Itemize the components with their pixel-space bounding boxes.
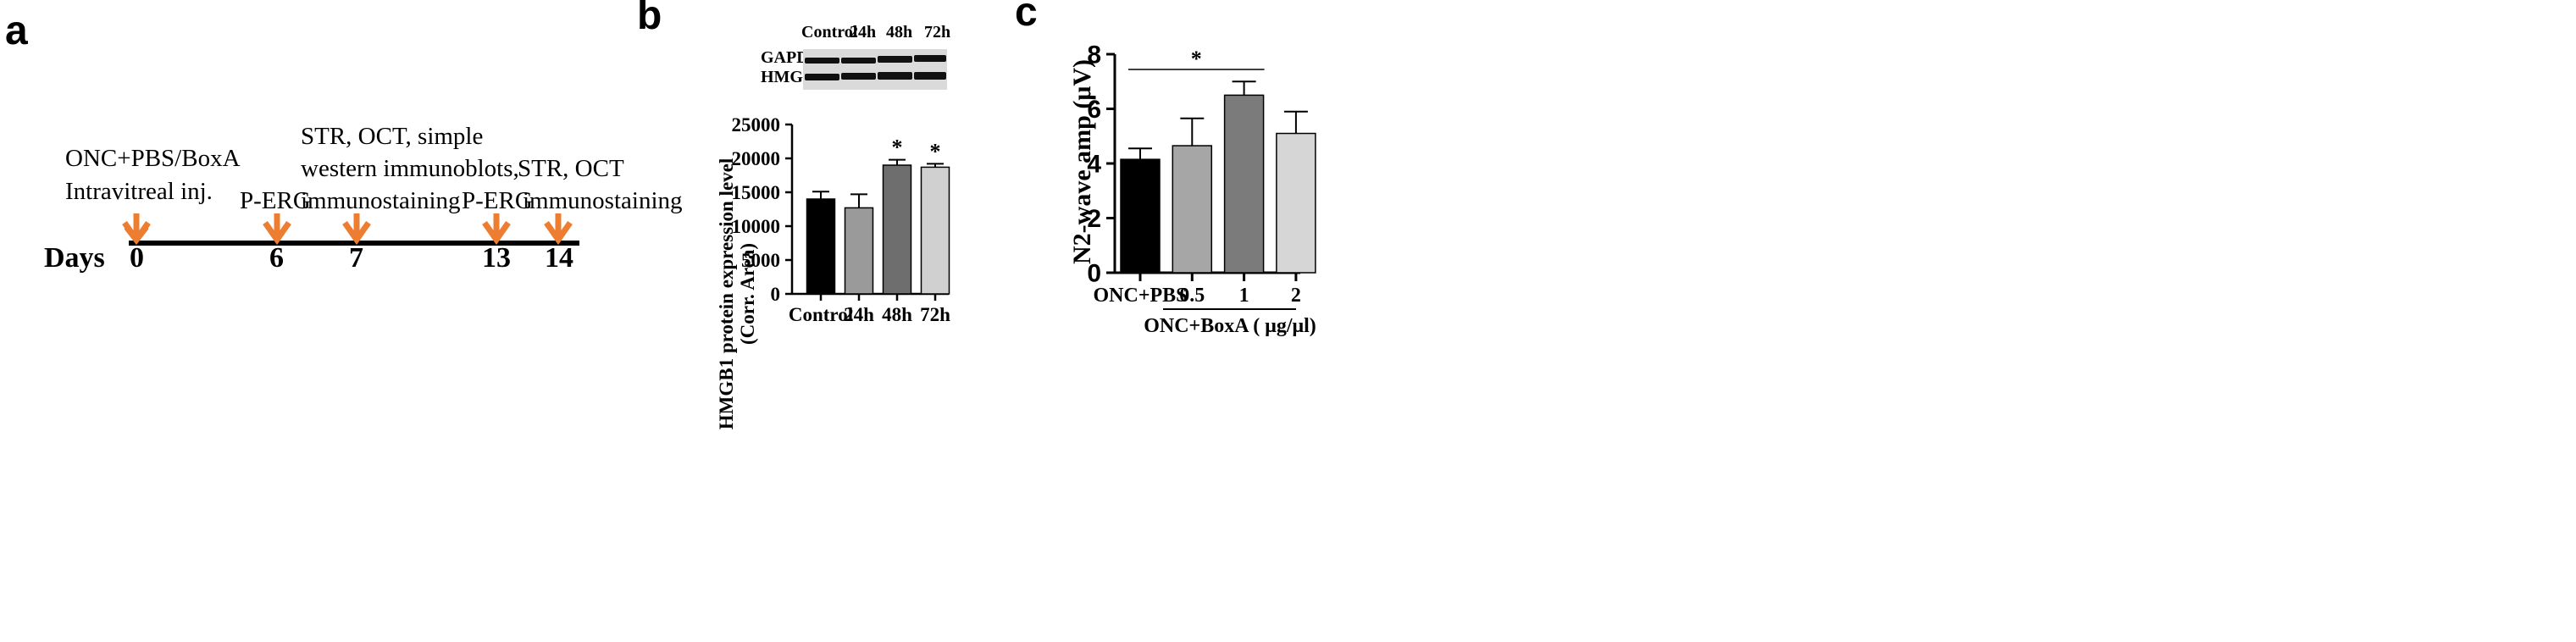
chart-c-bar — [1223, 94, 1265, 274]
chart-b-bar — [806, 198, 836, 295]
event-13-label: P-ERG — [462, 187, 533, 214]
chart-b-y-tick-label: 20000 — [732, 148, 781, 169]
chart-b-significance-star: * — [930, 139, 941, 163]
event-6-day: 6 — [269, 242, 284, 274]
chart-c-bar — [1120, 158, 1161, 274]
event-14-label-line-1: STR, OCT — [518, 155, 624, 182]
event-13-arrow-icon — [482, 213, 511, 246]
blot-lane-label: 24h — [850, 23, 876, 42]
chart-c-y-tick-label: 8 — [1087, 42, 1101, 69]
blot-lane-label: 48h — [886, 23, 912, 42]
chart-c-significance-star: * — [1191, 47, 1202, 71]
event-7-label-line-3: immunostaining — [301, 187, 461, 214]
chart-b-bar — [920, 166, 950, 295]
chart-b-y-tick-label: 15000 — [732, 182, 781, 203]
timeline-days-label: Days — [44, 242, 105, 274]
blot-band-hmgb1 — [841, 73, 876, 80]
blot-lane-label: Control — [801, 23, 858, 42]
panel-c-letter: c — [1015, 0, 1038, 35]
chart-b-category-label: 24h — [844, 304, 874, 325]
chart-c-bar — [1172, 145, 1213, 274]
event-0-day: 0 — [130, 242, 144, 274]
chart-b-category-label: 48h — [882, 304, 912, 325]
blot-lane-label: 72h — [924, 23, 950, 42]
chart-b-y-tick-label: 25000 — [732, 114, 781, 136]
event-7-day: 7 — [349, 242, 363, 274]
chart-b-y-tick-label: 0 — [771, 284, 781, 305]
blot-band-gapdh — [878, 56, 912, 63]
event-0-label-line-1: ONC+PBS/BoxA — [65, 145, 241, 172]
event-6-label: P-ERG — [240, 187, 311, 214]
chart-b-y-tick-label: 10000 — [732, 216, 781, 237]
chart-c-category-label: ONC+PBS — [1093, 285, 1187, 307]
chart-b-bar — [844, 207, 874, 295]
event-7-label-line-2: western immunoblots, — [301, 155, 519, 182]
event-7-arrow-icon — [342, 213, 371, 246]
blot-band-gapdh — [841, 58, 876, 64]
hmgb1-bar-chart: HMGB1 protein expression level (Corr. Ar… — [716, 114, 950, 429]
chart-b-bar — [882, 164, 912, 295]
chart-b-y-tick-label: 5000 — [741, 250, 780, 271]
blot-band-gapdh — [914, 55, 946, 62]
western-blot: Control 24h 48h 72h GAPDH HMGB1 — [761, 23, 950, 90]
event-6-arrow-icon — [263, 213, 291, 246]
chart-c-category-label: 1 — [1239, 285, 1249, 307]
event-14-label-line-2: immunostaining — [523, 187, 683, 214]
chart-c-group-label: ONC+BoxA ( μg/μl) — [1144, 315, 1316, 337]
chart-c-bar — [1276, 132, 1316, 274]
event-14-day: 14 — [545, 242, 573, 274]
chart-b-category-label: Control — [789, 304, 853, 325]
blot-band-hmgb1 — [878, 72, 912, 80]
event-0-label-line-2: Intravitreal inj. — [65, 178, 213, 205]
event-0-arrow-icon — [122, 213, 151, 246]
chart-c-y-tick-label: 0 — [1087, 260, 1101, 288]
panel-b-letter: b — [637, 0, 662, 38]
chart-b-category-label: 72h — [920, 304, 950, 325]
chart-b-ylabel-line-2: (Corr. Area) — [737, 243, 758, 345]
chart-b-ylabel-line-1: HMGB1 protein expression level — [716, 158, 737, 430]
event-7-label-line-1: STR, OCT, simple — [301, 123, 483, 150]
blot-band-hmgb1 — [805, 74, 839, 80]
event-13-day: 13 — [482, 242, 511, 274]
event-14-arrow-icon — [544, 213, 573, 246]
timeline-panel: Days ONC+PBS/BoxA Intravitreal inj. 0 P-… — [44, 123, 683, 274]
chart-c-ylabel: N2-wave amp (μV) — [1068, 59, 1096, 264]
panel-a-letter: a — [5, 8, 28, 53]
chart-c-category-label: 0.5 — [1179, 285, 1205, 307]
chart-c-category-label: 2 — [1291, 285, 1301, 307]
chart-b-significance-star: * — [892, 136, 903, 160]
chart-c-y-tick-label: 2 — [1087, 205, 1101, 233]
blot-band-gapdh — [805, 58, 839, 64]
blot-band-hmgb1 — [914, 72, 946, 80]
chart-c-y-tick-label: 4 — [1087, 151, 1101, 179]
chart-c-y-tick-label: 6 — [1087, 96, 1101, 124]
